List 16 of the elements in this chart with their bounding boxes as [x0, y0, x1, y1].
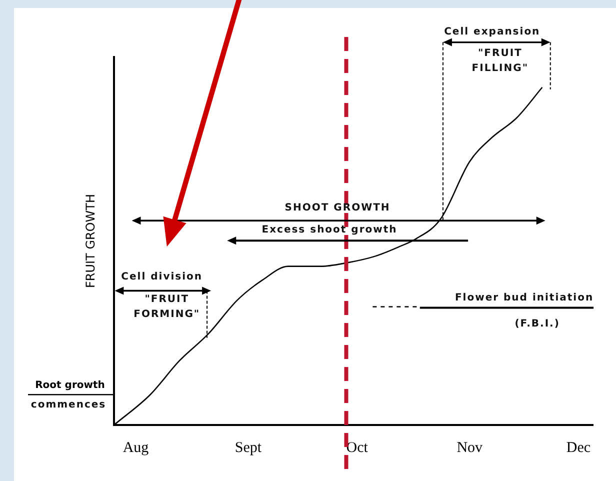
annotation: "FRUIT FORMING"	[132, 292, 202, 322]
text: commences	[30, 399, 106, 410]
annotation: Flower bud initiation	[454, 292, 594, 304]
annotation: (F.B.I.)	[514, 318, 560, 330]
x-tick-label: Oct	[346, 440, 369, 456]
ref-line-label: Root growth	[35, 380, 105, 392]
text: "FRUIT FILLING"	[470, 47, 530, 76]
x-tick-label: Dec	[566, 440, 591, 456]
annotation: SHOOT GROWTH	[284, 202, 390, 214]
y-axis-title: FRUIT GROWTH	[83, 194, 98, 288]
x-tick-label: Aug	[122, 440, 150, 456]
annotation: Cell division	[121, 271, 203, 282]
text: Cell expansion	[444, 26, 540, 38]
x-tick-label: Sept	[234, 440, 262, 456]
annotation: Excess shoot growth	[262, 224, 398, 236]
x-tick-label: Nov	[456, 440, 484, 456]
